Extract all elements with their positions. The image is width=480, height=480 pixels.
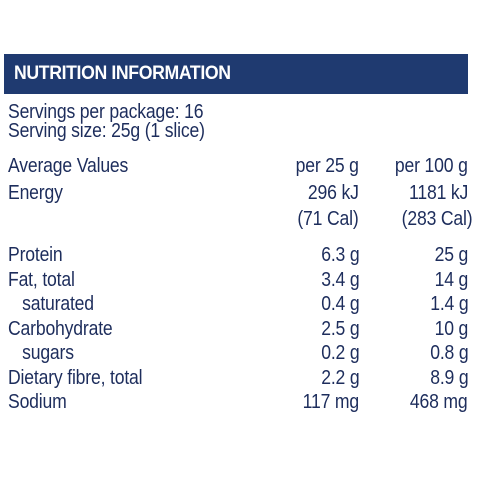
nutrient-per-serving: 0.4 g [320,293,359,315]
nutrition-title: NUTRITION INFORMATION [14,63,231,84]
energy-label: Energy [8,182,63,204]
nutrient-label: Sodium [8,391,67,413]
nutrient-per-serving: 3.4 g [320,269,359,291]
energy-per-serving-kj: 296 kJ [308,182,359,204]
nutrient-label: Fat, total [8,269,75,291]
nutrient-per-serving: 0.2 g [320,342,359,364]
servings-per-package: Servings per package: 16 [8,101,204,123]
nutrient-per-100g: 10 g [434,318,468,340]
nutrient-per-serving: 117 mg [302,391,360,413]
nutrient-label: saturated [22,293,94,315]
nutrient-per-100g: 8.9 g [429,367,468,389]
energy-per-100g-kj: 1181 kJ [408,182,468,204]
nutrient-per-100g: 14 g [434,269,468,291]
nutrient-label: Dietary fibre, total [8,367,143,389]
column-header-per-100g: per 100 g [395,155,468,177]
column-header-per-serving: per 25 g [295,155,359,177]
nutrient-label: Protein [8,244,63,266]
nutrient-per-serving: 2.2 g [320,367,359,389]
nutrient-per-100g: 25 g [434,244,468,266]
energy-per-100g-cal: (283 Cal) [401,208,472,230]
nutrient-label: sugars [22,342,74,364]
column-label-average-values: Average Values [8,155,129,177]
energy-per-serving-cal: (71 Cal) [297,208,359,230]
nutrient-per-100g: 468 mg [410,391,468,413]
nutrient-label: Carbohydrate [8,318,113,340]
nutrient-per-serving: 6.3 g [320,244,359,266]
nutrient-per-serving: 2.5 g [320,318,359,340]
nutrition-header-bar: NUTRITION INFORMATION [4,54,468,94]
nutrient-per-100g: 0.8 g [429,342,468,364]
serving-size: Serving size: 25g (1 slice) [8,120,205,142]
nutrient-per-100g: 1.4 g [429,293,468,315]
